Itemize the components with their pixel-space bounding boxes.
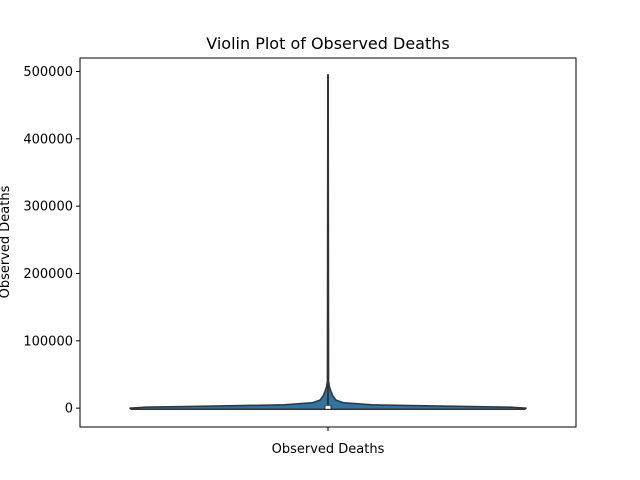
plot-area: [129, 74, 527, 410]
y-tick-label: 200000: [23, 267, 73, 282]
y-axis-label: Observed Deaths: [0, 185, 13, 298]
violin-median: [325, 405, 331, 409]
y-tick-label: 400000: [23, 132, 73, 147]
y-tick-label: 100000: [23, 334, 73, 349]
y-tick-label: 500000: [23, 65, 73, 80]
y-axis: 0 100000 200000 300000 400000 500000: [23, 65, 80, 417]
y-tick-label: 300000: [23, 200, 73, 215]
y-tick-label: 0: [65, 402, 73, 417]
x-tick-label: Observed Deaths: [272, 442, 385, 457]
chart-title: Violin Plot of Observed Deaths: [206, 34, 449, 53]
